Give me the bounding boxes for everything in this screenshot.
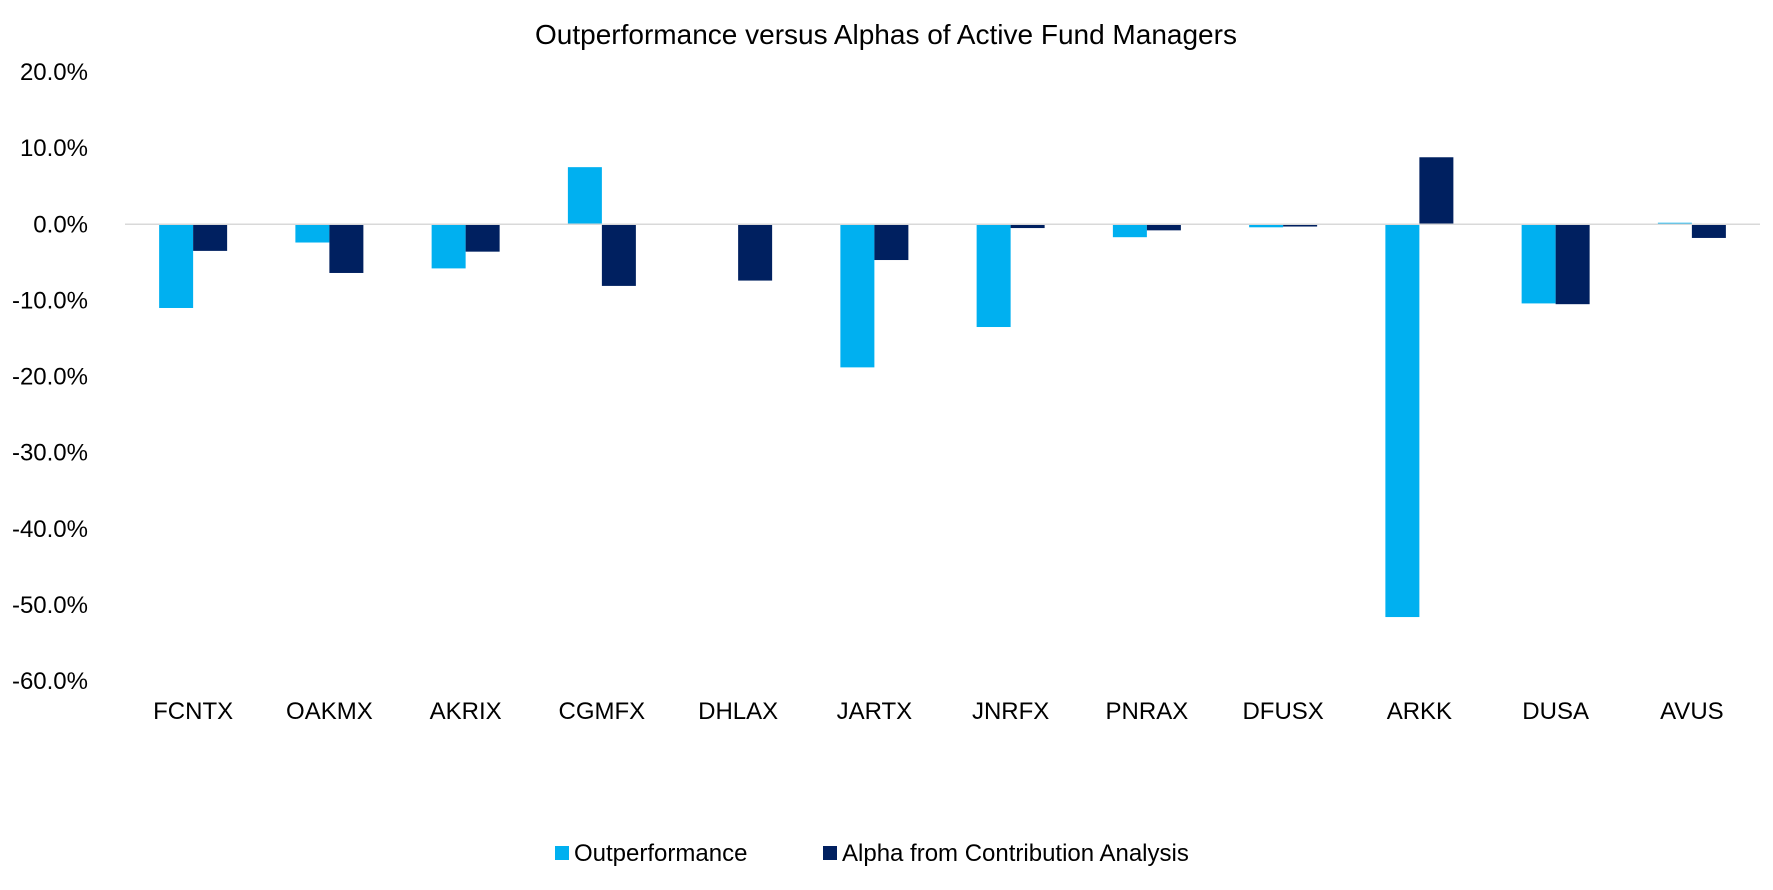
y-tick-label: -50.0% — [12, 592, 88, 619]
chart-title: Outperformance versus Alphas of Active F… — [535, 19, 1237, 50]
legend-label: Outperformance — [574, 840, 747, 867]
bar-alpha-jartx — [874, 224, 909, 261]
legend-label: Alpha from Contribution Analysis — [842, 840, 1189, 867]
bar-alpha-dfusx — [1283, 224, 1318, 227]
bar-outperformance-dfusx — [1249, 224, 1284, 228]
bar-alpha-dusa — [1555, 224, 1590, 305]
bar-alpha-arkk — [1419, 157, 1454, 225]
bar-outperformance-jartx — [840, 224, 875, 368]
category-label: AKRIX — [430, 698, 502, 725]
y-tick-label: 20.0% — [20, 59, 88, 86]
bar-outperformance-pnrax — [1112, 224, 1147, 238]
category-label: ARKK — [1387, 698, 1452, 725]
y-axis: 20.0% 10.0% 0.0% -10.0% -20.0% -30.0% -40.0% -5… — [12, 59, 88, 695]
category-label: CGMFX — [559, 698, 646, 725]
bar-outperformance-jnrfx — [976, 224, 1011, 328]
category-label: DFUSX — [1242, 698, 1323, 725]
bar-alpha-cgmfx — [601, 224, 636, 286]
category-label: OAKMX — [286, 698, 373, 725]
bar-outperformance-arkk — [1385, 224, 1420, 618]
bar-outperformance-oakmx — [295, 224, 330, 243]
bar-outperformance-dusa — [1521, 224, 1556, 304]
legend-swatch-alpha — [823, 846, 837, 860]
bar-outperformance-cgmfx — [567, 167, 602, 225]
category-label: DHLAX — [698, 698, 778, 725]
bar-alpha-jnrfx — [1010, 224, 1045, 229]
bar-alpha-oakmx — [329, 224, 364, 273]
category-label: PNRAX — [1106, 698, 1189, 725]
bar-alpha-avus — [1691, 224, 1726, 238]
category-label: DUSA — [1522, 698, 1589, 725]
y-tick-label: -40.0% — [12, 516, 88, 543]
y-tick-label: 0.0% — [33, 211, 88, 238]
y-tick-label: -10.0% — [12, 287, 88, 314]
category-label: AVUS — [1660, 698, 1724, 725]
y-tick-label: -60.0% — [12, 668, 88, 695]
bar-alpha-fcntx — [193, 224, 228, 251]
bars — [159, 157, 1726, 618]
y-tick-label: 10.0% — [20, 135, 88, 162]
bar-alpha-pnrax — [1146, 224, 1181, 231]
category-label: FCNTX — [153, 698, 233, 725]
category-label: JNRFX — [972, 698, 1049, 725]
y-tick-label: -20.0% — [12, 364, 88, 391]
bar-alpha-dhlax — [738, 224, 773, 281]
legend: Outperformance Alpha from Contribution An… — [555, 840, 1189, 867]
y-tick-label: -30.0% — [12, 440, 88, 467]
bar-outperformance-avus — [1657, 222, 1692, 225]
x-axis: FCNTX OAKMX AKRIX CGMFX DHLAX JARTX JNRFX PNRAX… — [153, 698, 1724, 725]
category-label: JARTX — [837, 698, 913, 725]
legend-swatch-outperformance — [555, 846, 569, 860]
bar-outperformance-fcntx — [159, 224, 194, 308]
bar-alpha-akrix — [465, 224, 500, 252]
bar-outperformance-akrix — [431, 224, 466, 269]
